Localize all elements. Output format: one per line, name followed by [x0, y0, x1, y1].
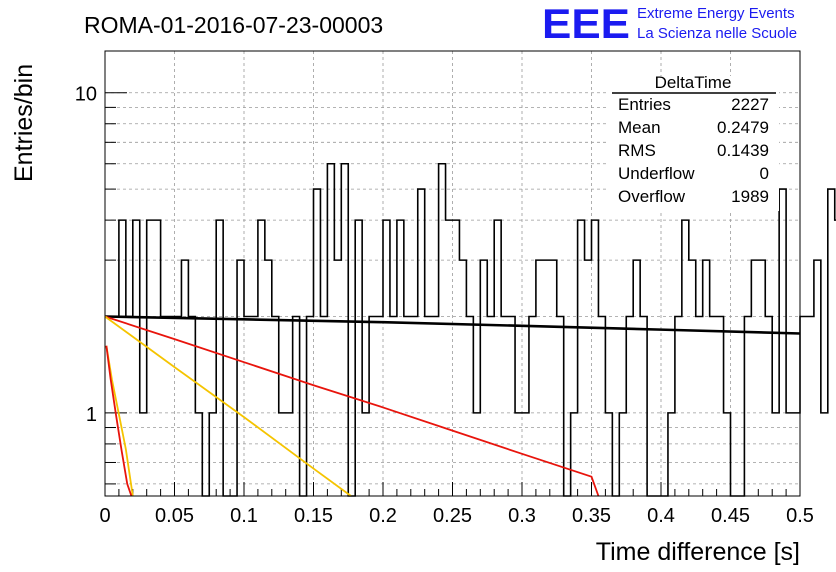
stats-value-rms: 0.1439: [717, 141, 769, 160]
stats-label-entries: Entries: [618, 95, 671, 114]
stats-title: DeltaTime: [655, 73, 732, 92]
x-tick-label: 0.1: [230, 505, 258, 527]
x-tick-label: 0.45: [711, 505, 750, 527]
x-tick-label: 0.5: [786, 505, 814, 527]
y-tick-label: 10: [75, 84, 97, 106]
chart-title: ROMA-01-2016-07-23-00003: [84, 12, 383, 38]
histogram: [105, 162, 836, 497]
logo-line-2: La Scienza nelle Scuole: [637, 25, 797, 42]
stats-label-underflow: Underflow: [618, 164, 695, 183]
x-tick-labels: 0 0.05 0.1 0.15 0.2 0.25 0.3 0.35 0.4 0.45 0.5: [99, 505, 813, 527]
y-tick-labels: 1 10: [75, 84, 97, 426]
x-tick-label: 0.05: [155, 505, 194, 527]
stats-value-overflow: 1989: [731, 187, 769, 206]
stats-value-mean: 0.2479: [717, 118, 769, 137]
fit-curves: [104, 315, 801, 497]
stats-value-underflow: 0: [760, 164, 769, 183]
fit-curve-1: [104, 315, 600, 497]
y-tick-label: 1: [86, 404, 97, 426]
eee-logo: EEE: [542, 0, 630, 47]
x-tick-label: 0.15: [294, 505, 333, 527]
stats-label-rms: RMS: [618, 141, 656, 160]
fit-curve-2: [104, 315, 352, 497]
stats-box: DeltaTime Entries 2227 Mean 0.2479 RMS 0…: [608, 73, 779, 211]
x-tick-label: 0.35: [572, 505, 611, 527]
x-tick-label: 0.25: [433, 505, 472, 527]
histogram-outline: [105, 162, 836, 497]
stats-value-entries: 2227: [731, 95, 769, 114]
x-tick-label: 0.4: [647, 505, 675, 527]
logo-line-1: Extreme Energy Events: [637, 5, 795, 22]
stats-label-overflow: Overflow: [618, 187, 686, 206]
y-axis-label: Entries/bin: [10, 64, 38, 182]
fit-curve-4: [105, 345, 133, 497]
x-tick-label: 0.2: [369, 505, 397, 527]
x-axis-label: Time difference [s]: [596, 538, 800, 566]
fit-curve-3: [105, 345, 134, 497]
fit-curve-0: [104, 315, 801, 335]
stats-label-mean: Mean: [618, 118, 661, 137]
x-tick-label: 0.3: [508, 505, 536, 527]
x-tick-label: 0: [99, 505, 110, 527]
plot-frame: [104, 50, 801, 497]
